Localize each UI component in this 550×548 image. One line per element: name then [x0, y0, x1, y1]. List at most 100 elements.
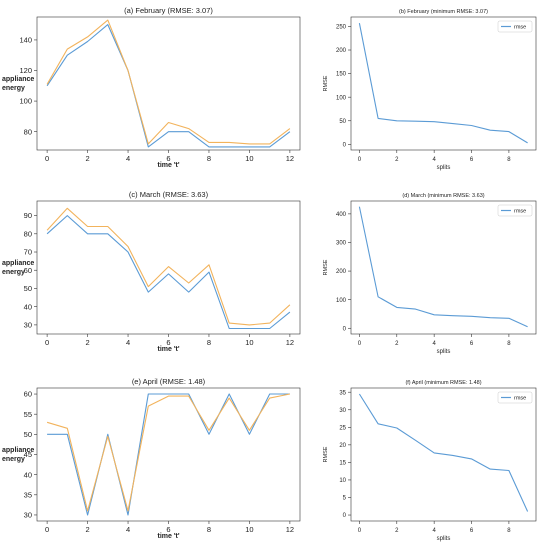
y-axis-label: energy — [2, 85, 25, 92]
x-tick-label: 0 — [45, 525, 49, 534]
y-tick-label: 400 — [336, 212, 347, 218]
x-axis-label: time 't' — [158, 346, 180, 353]
y-tick-label: 40 — [24, 302, 32, 311]
plot-frame — [36, 16, 301, 151]
x-tick-label: 4 — [126, 154, 130, 163]
chart-title: (a) February (RMSE: 3.07) — [124, 6, 213, 15]
x-tick-label: 0 — [45, 154, 49, 163]
y-tick-label: 30 — [24, 511, 32, 520]
x-tick-label: 6 — [166, 338, 170, 347]
series-line-1 — [358, 206, 528, 328]
y-axis-label: appliance — [2, 447, 34, 454]
y-tick-label: 0 — [343, 142, 347, 148]
x-tick-label: 10 — [245, 338, 253, 347]
y-tick-label: 150 — [336, 72, 347, 78]
x-tick-label: 8 — [507, 341, 511, 347]
x-tick-label: 10 — [245, 154, 253, 163]
x-axis-label: splits — [437, 165, 451, 171]
y-tick-label: 100 — [336, 95, 347, 101]
plot-frame — [350, 16, 537, 151]
x-tick-label: 4 — [432, 157, 436, 163]
chart-title: (d) March (minimum RMSE: 3.63) — [402, 193, 484, 199]
x-tick-label: 10 — [245, 525, 253, 534]
legend-label: rmse — [514, 396, 526, 402]
y-tick-label: 20 — [339, 443, 346, 449]
x-tick-label: 2 — [395, 528, 399, 534]
y-tick-label: 90 — [24, 211, 32, 220]
plot-frame — [350, 200, 537, 335]
y-tick-label: 15 — [339, 460, 346, 466]
y-axis-label: RMSE — [323, 446, 329, 462]
y-tick-label: 100 — [19, 97, 32, 106]
x-tick-label: 8 — [207, 525, 211, 534]
y-tick-label: 50 — [339, 119, 346, 125]
chart-title: (e) April (RMSE: 1.48) — [132, 377, 206, 386]
series-line-2 — [46, 393, 291, 512]
y-tick-label: 45 — [24, 450, 32, 459]
series-line-2 — [46, 19, 291, 145]
x-tick-label: 4 — [432, 528, 436, 534]
y-tick-label: 10 — [339, 478, 346, 484]
series-line-1 — [46, 215, 291, 330]
x-tick-label: 8 — [507, 528, 511, 534]
y-tick-label: 55 — [24, 410, 32, 419]
chart-title: (f) April (minimum RMSE: 1.48) — [405, 380, 481, 386]
x-axis-label: splits — [437, 349, 451, 355]
legend: rmse — [497, 391, 533, 404]
y-tick-label: 200 — [336, 269, 347, 275]
plot-frame — [36, 387, 301, 522]
y-tick-label: 35 — [24, 490, 32, 499]
mar-energy-panel: (c) March (RMSE: 3.63) 0 2 4 6 8 10 12 30 40 50 60 7… — [2, 190, 301, 353]
y-tick-label: 30 — [24, 321, 32, 330]
y-tick-label: 60 — [24, 390, 32, 399]
x-tick-label: 12 — [286, 525, 294, 534]
y-axis-label: RMSE — [323, 259, 329, 275]
series-line-1 — [47, 393, 290, 516]
x-tick-label: 2 — [85, 154, 89, 163]
series-line-1 — [46, 24, 291, 148]
y-tick-label: 200 — [336, 48, 347, 54]
series-line-2 — [46, 207, 291, 326]
x-tick-label: 0 — [358, 157, 362, 163]
y-tick-label: 80 — [24, 229, 32, 238]
apr-energy-panel: (e) April (RMSE: 1.48) 0 2 4 6 8 10 12 30 35 40 45 5… — [2, 377, 301, 540]
x-tick-label: 4 — [126, 525, 130, 534]
legend-box — [497, 391, 533, 404]
y-tick-label: 30 — [339, 408, 346, 414]
feb-splits-panel: (b) February (minimum RMSE: 3.07) 0 2 4 6 8 0 5… — [323, 9, 537, 171]
x-tick-label: 6 — [470, 157, 474, 163]
x-tick-label: 6 — [470, 341, 474, 347]
y-tick-label: 140 — [19, 36, 32, 45]
y-tick-label: 250 — [336, 25, 347, 31]
y-axis-label: appliance — [2, 76, 34, 83]
x-tick-label: 6 — [166, 525, 170, 534]
x-tick-label: 2 — [85, 525, 89, 534]
x-axis-label: time 't' — [158, 533, 180, 540]
x-tick-label: 8 — [207, 338, 211, 347]
mar-splits-panel: (d) March (minimum RMSE: 3.63) 0 2 4 6 8 0 100 2… — [323, 193, 537, 355]
y-tick-label: 120 — [19, 66, 32, 75]
x-tick-label: 0 — [358, 528, 362, 534]
x-tick-label: 8 — [207, 154, 211, 163]
y-axis-label: appliance — [2, 260, 34, 267]
y-tick-label: 0 — [343, 326, 347, 332]
y-axis-label: energy — [2, 456, 25, 463]
y-tick-label: 25 — [339, 425, 346, 431]
legend: rmse — [497, 20, 533, 33]
y-tick-label: 80 — [24, 127, 32, 136]
y-tick-label: 40 — [24, 470, 32, 479]
series-line-1 — [358, 22, 528, 144]
chart-title: (c) March (RMSE: 3.63) — [129, 190, 209, 199]
x-axis-label: time 't' — [158, 162, 180, 169]
y-tick-label: 50 — [24, 430, 32, 439]
feb-energy-panel: (a) February (RMSE: 3.07) 0 2 4 6 8 10 12 80 100 1… — [2, 6, 301, 169]
y-tick-label: 0 — [343, 513, 347, 519]
x-tick-label: 12 — [286, 154, 294, 163]
legend-label: rmse — [514, 209, 526, 215]
x-tick-label: 6 — [166, 154, 170, 163]
legend: rmse — [497, 204, 533, 217]
x-tick-label: 2 — [395, 157, 399, 163]
x-tick-label: 12 — [286, 338, 294, 347]
legend-box — [497, 20, 533, 33]
y-tick-label: 35 — [339, 390, 346, 396]
